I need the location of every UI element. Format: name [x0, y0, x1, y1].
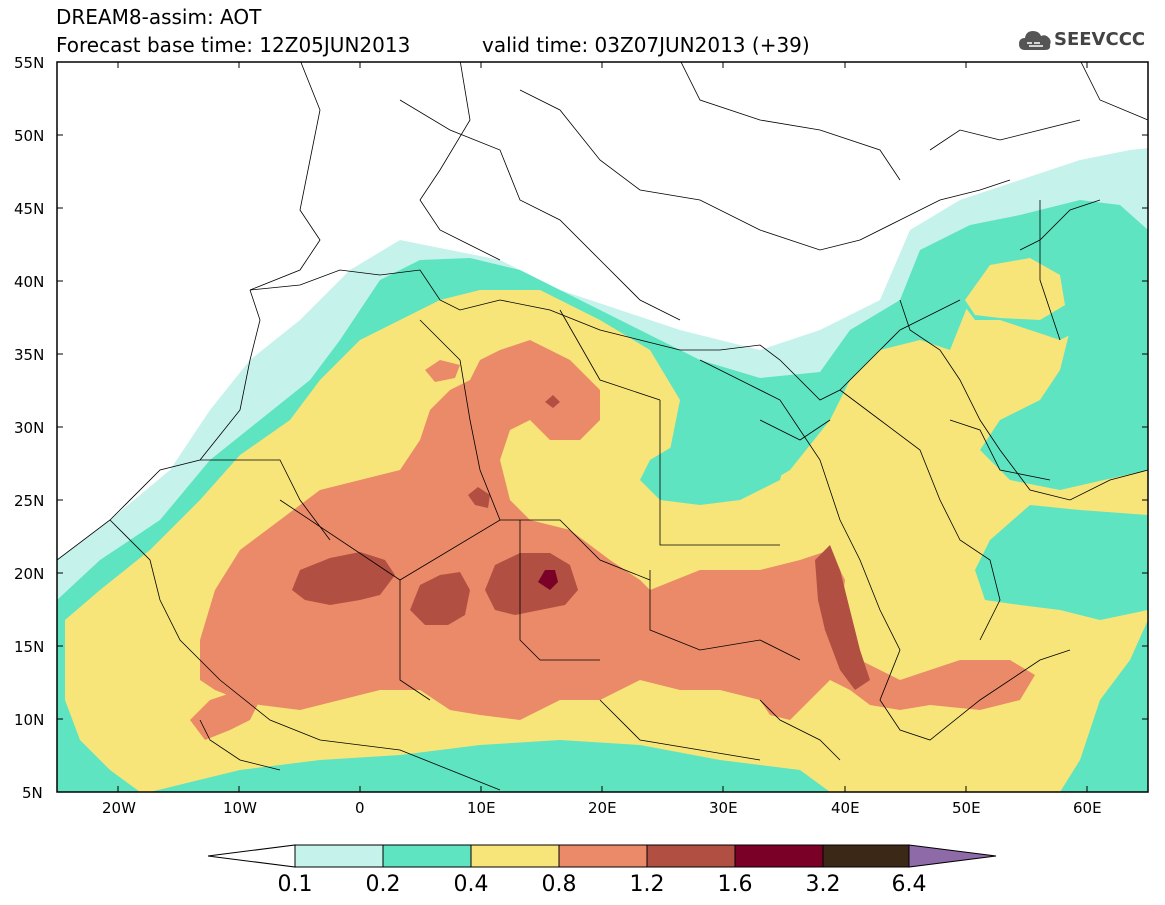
colorbar-label-1: 0.2 — [365, 872, 401, 897]
forecast-base-time: Forecast base time: 12Z05JUN2013 — [56, 33, 411, 57]
colorbar-label-2: 0.4 — [453, 872, 489, 897]
lat-label-20n: 20N — [14, 565, 45, 583]
logo-text: SEEVCCC — [1054, 29, 1146, 50]
valid-time: valid time: 03Z07JUN2013 (+39) — [482, 33, 810, 57]
coastlines — [57, 62, 1148, 791]
lon-label-30e: 30E — [709, 799, 738, 817]
lon-label-60e: 60E — [1073, 799, 1102, 817]
colorbar — [207, 844, 997, 868]
colorbar-label-6: 3.2 — [805, 872, 841, 897]
aot-band-0.2-egypt — [640, 420, 790, 505]
aot-band-0.2-east — [975, 505, 1148, 620]
lat-label-5n: 5N — [22, 784, 43, 802]
lon-label-0: 0 — [355, 799, 365, 817]
colorbar-seg-4 — [558, 844, 648, 868]
lat-label-50n: 50N — [14, 127, 45, 145]
lon-label-10e: 10E — [467, 799, 496, 817]
aot-band-1.2-f — [815, 545, 870, 690]
colorbar-seg-3 — [470, 844, 560, 868]
lat-label-55n: 55N — [14, 54, 45, 72]
lat-label-45n: 45N — [14, 200, 45, 218]
lon-label-50e: 50E — [952, 799, 981, 817]
lat-label-10n: 10N — [14, 711, 45, 729]
colorbar-seg-2 — [382, 844, 472, 868]
colorbar-seg-0 — [207, 844, 296, 868]
colorbar-seg-5 — [646, 844, 736, 868]
colorbar-seg-7 — [822, 844, 910, 868]
lon-label-10w: 10W — [223, 799, 257, 817]
aot-band-1.2-c — [485, 553, 578, 615]
aot-band-1.2-e — [545, 395, 560, 408]
lat-label-30n: 30N — [14, 419, 45, 437]
lat-label-40n: 40N — [14, 273, 45, 291]
colorbar-seg-8 — [908, 844, 997, 868]
cloud-icon — [1019, 31, 1051, 50]
aot-band-1.2-b — [410, 572, 470, 625]
seevccc-logo: SEEVCCC — [1018, 26, 1148, 54]
aot-band-0.8-westafrica — [190, 690, 260, 740]
aot-band-0.2-south — [150, 740, 830, 792]
colorbar-label-7: 6.4 — [891, 872, 927, 897]
colorbar-seg-6 — [734, 844, 824, 868]
colorbar-seg-1 — [294, 844, 384, 868]
colorbar-label-4: 1.2 — [629, 872, 665, 897]
aot-band-1.6 — [538, 570, 558, 590]
aot-band-0.8-libya — [425, 360, 460, 382]
lat-label-25n: 25N — [14, 492, 45, 510]
lat-label-15n: 15N — [14, 638, 45, 656]
colorbar-label-5: 1.6 — [717, 872, 753, 897]
lon-label-20w: 20W — [102, 799, 136, 817]
aot-band-1.2-a — [292, 552, 395, 605]
map-title: DREAM8-assim: AOT — [56, 5, 262, 29]
lat-label-35n: 35N — [14, 346, 45, 364]
lon-label-40e: 40E — [831, 799, 860, 817]
colorbar-label-3: 0.8 — [541, 872, 577, 897]
aot-band-1.2-d — [468, 487, 490, 508]
lon-label-20e: 20E — [588, 799, 617, 817]
colorbar-label-0: 0.1 — [277, 872, 313, 897]
